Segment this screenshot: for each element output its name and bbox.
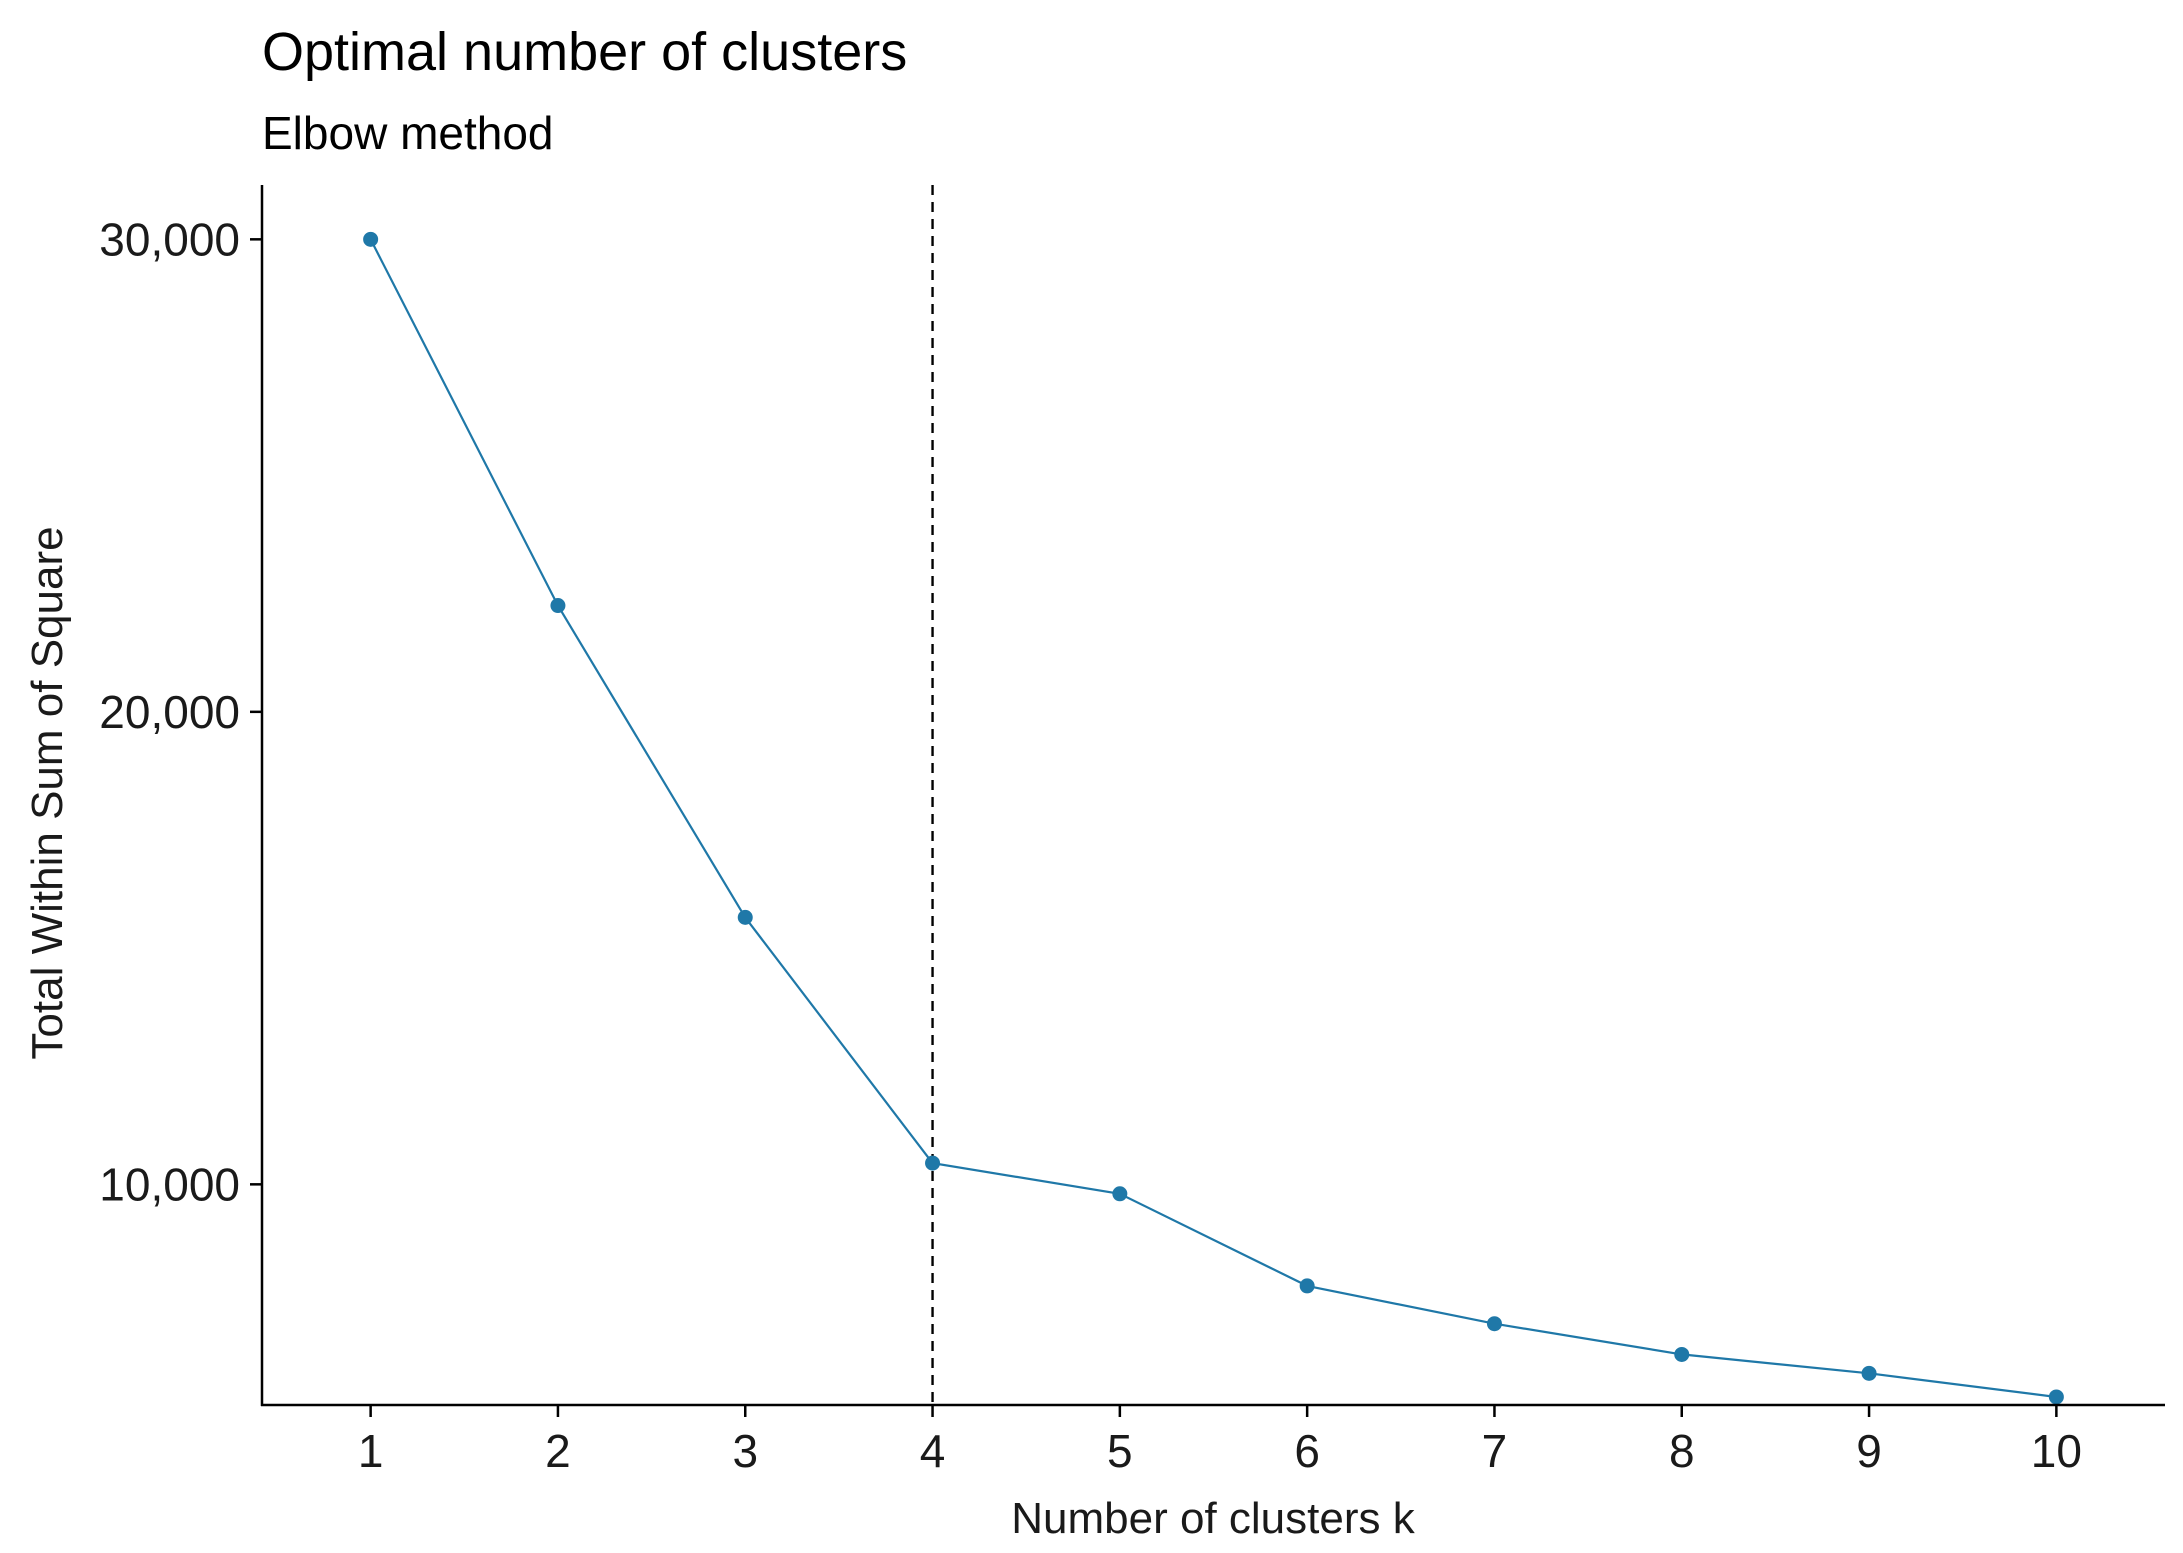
chart-title: Optimal number of clusters: [262, 22, 907, 82]
x-tick-label-2: 2: [545, 1425, 571, 1477]
x-tick-label-10: 10: [2031, 1425, 2082, 1477]
x-tick-label-8: 8: [1669, 1425, 1695, 1477]
series-layer: [363, 231, 2064, 1405]
data-point-2: [550, 598, 566, 614]
series-line: [369, 238, 2057, 1399]
data-point-4: [925, 1155, 941, 1171]
x-tick-label-1: 1: [358, 1425, 384, 1477]
y-tick-label-30000: 30,000: [99, 213, 240, 265]
y-axis-title: Total Within Sum of Square: [23, 526, 72, 1059]
x-axis-title: Number of clusters k: [1011, 1494, 1415, 1543]
y-tick-label-20000: 20,000: [99, 686, 240, 738]
data-point-3: [737, 909, 753, 925]
data-point-6: [1299, 1278, 1315, 1294]
y-tick-label-10000: 10,000: [99, 1158, 240, 1210]
x-tick-label-9: 9: [1856, 1425, 1882, 1477]
axes-layer: [260, 185, 2165, 1407]
x-tick-label-3: 3: [732, 1425, 758, 1477]
data-point-8: [1674, 1346, 1690, 1362]
data-point-5: [1112, 1186, 1128, 1202]
x-tick-label-5: 5: [1107, 1425, 1133, 1477]
data-point-9: [1861, 1365, 1877, 1381]
x-tick-label-7: 7: [1482, 1425, 1508, 1477]
chart-subtitle: Elbow method: [262, 107, 554, 159]
x-tick-label-4: 4: [920, 1425, 946, 1477]
data-point-7: [1486, 1316, 1502, 1332]
x-tick-label-6: 6: [1294, 1425, 1320, 1477]
data-point-10: [2048, 1389, 2064, 1405]
ticks-layer: 1 2 3 4 5 6 7 8 9 10 10,000 20,000 30,000: [99, 213, 2082, 1477]
data-point-1: [363, 231, 379, 247]
